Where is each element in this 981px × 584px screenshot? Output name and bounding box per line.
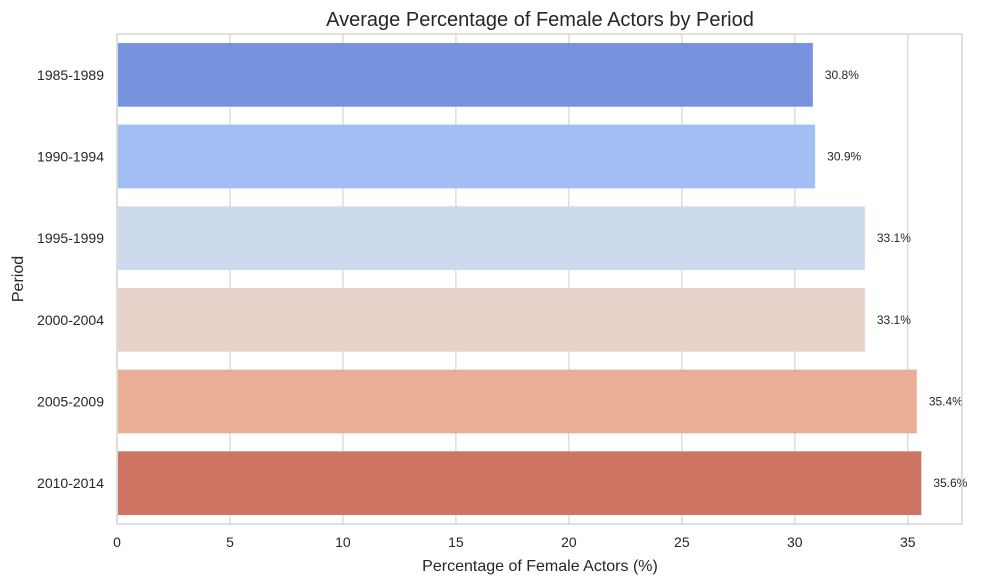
y-axis-label: Period xyxy=(10,256,27,302)
x-tick-label: 0 xyxy=(113,534,121,550)
bar xyxy=(118,369,917,434)
y-tick-label: 1990-1994 xyxy=(37,149,104,165)
y-tick-label: 2010-2014 xyxy=(37,475,104,491)
plot-frame xyxy=(116,33,963,525)
x-tick-labels: 0 5 10 15 20 25 30 35 xyxy=(113,534,916,550)
x-tick-label: 20 xyxy=(561,534,577,550)
y-tick-label: 1995-1999 xyxy=(37,230,104,246)
grid-lines xyxy=(116,34,909,524)
bar xyxy=(118,287,865,352)
y-tick-label: 2000-2004 xyxy=(37,312,104,328)
x-tick-label: 15 xyxy=(448,534,464,550)
x-axis-label: Percentage of Female Actors (%) xyxy=(422,558,658,575)
y-tick-label: 1985-1989 xyxy=(37,67,104,83)
x-tick-label: 5 xyxy=(226,534,234,550)
x-tick-label: 25 xyxy=(674,534,690,550)
bar-value-label: 35.4% xyxy=(929,395,963,409)
x-tick-label: 10 xyxy=(335,534,351,550)
bar xyxy=(118,451,922,516)
bar xyxy=(118,206,865,271)
x-tick-label: 35 xyxy=(900,534,916,550)
bar-value-label: 33.1% xyxy=(877,231,911,245)
bar-value-label: 35.6% xyxy=(933,476,967,490)
bar-value-label: 30.9% xyxy=(827,150,861,164)
x-tick-label: 30 xyxy=(787,534,803,550)
bar xyxy=(118,124,816,189)
y-tick-labels: 1985-1989 1990-1994 1995-1999 2000-2004 2005… xyxy=(37,67,104,491)
chart-title: Average Percentage of Female Actors by P… xyxy=(326,9,754,31)
bar-value-label: 33.1% xyxy=(877,313,911,327)
bars xyxy=(118,42,922,516)
y-tick-label: 2005-2009 xyxy=(37,394,104,410)
bar-value-label: 30.8% xyxy=(825,68,859,82)
data-labels: 30.8% 30.9% 33.1% 33.1% 35.4% 35.6% xyxy=(825,68,968,490)
bar xyxy=(118,42,813,107)
